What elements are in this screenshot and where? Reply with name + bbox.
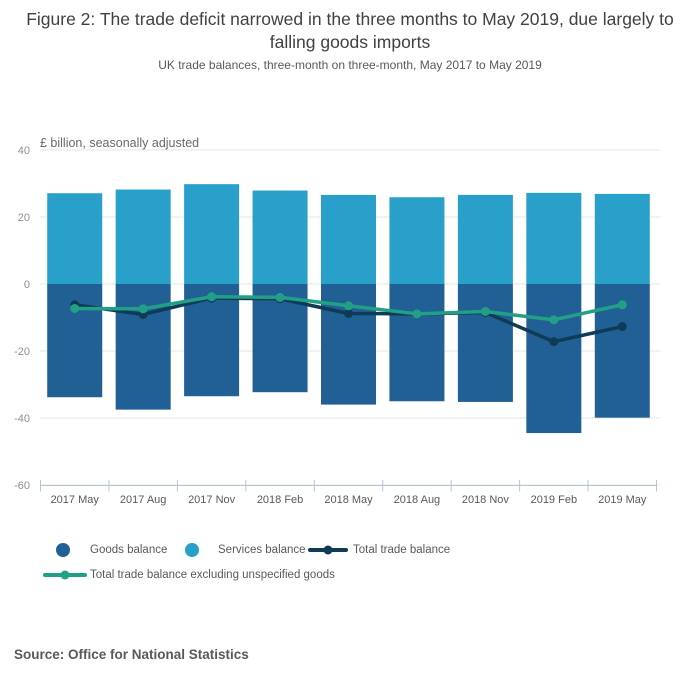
total-trade-balance-legend-label: Total trade balance [353,544,451,556]
total-excl-unspecified-legend-swatch [43,570,87,580]
svg-text:2019 May: 2019 May [598,494,647,506]
svg-text:-20: -20 [14,346,30,358]
services-balance-legend-label: Services balance [218,544,306,556]
svg-text:-40: -40 [14,413,30,425]
total-excl-unspecified-legend-label: Total trade balance excluding unspecifie… [90,569,335,581]
services-balance-legend-swatch [185,543,199,557]
svg-text:2017 Aug: 2017 Aug [120,494,167,506]
svg-text:40: 40 [18,145,30,157]
goods-balance-legend-label: Goods balance [90,544,168,556]
svg-text:-60: -60 [14,480,30,492]
line-marker-dot [60,570,70,580]
svg-text:2018 May: 2018 May [324,494,373,506]
chart-subtitle: UK trade balances, three-month on three-… [158,58,542,72]
svg-text:2018 Aug: 2018 Aug [394,494,441,506]
y-axis-unit-label: £ billion, seasonally adjusted [40,136,200,150]
svg-text:2017 Nov: 2017 Nov [188,494,236,506]
svg-text:2018 Nov: 2018 Nov [462,494,510,506]
source-note: Source: Office for National Statistics [14,647,249,662]
svg-text:2019 Feb: 2019 Feb [531,494,577,506]
svg-text:2017 May: 2017 May [51,494,100,506]
svg-text:0: 0 [24,279,30,291]
svg-text:20: 20 [18,212,30,224]
line-marker-dot [323,545,333,555]
total-trade-balance-legend-swatch [308,545,348,555]
svg-text:2018 Feb: 2018 Feb [257,494,303,506]
goods-balance-legend-swatch [56,543,70,557]
chart-title: Figure 2: The trade deficit narrowed in … [26,9,674,52]
